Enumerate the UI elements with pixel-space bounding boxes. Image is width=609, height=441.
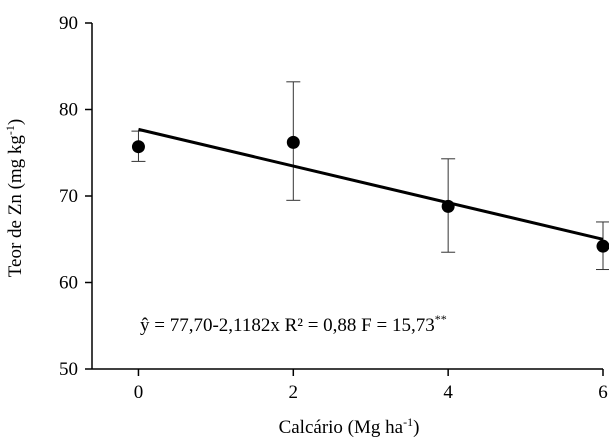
x-tick-label: 0 — [134, 382, 144, 403]
regression-equation: ŷ = 77,70-2,1182x R² = 0,88 F = 15,73** — [140, 312, 447, 336]
x-tick-label: 4 — [443, 382, 453, 403]
tick-labels: 50 60 70 80 90 0 2 4 6 — [59, 13, 608, 403]
regression-line-group — [138, 127, 604, 241]
axes — [85, 22, 604, 376]
x-tick-label: 6 — [598, 382, 608, 403]
regression-line — [138, 127, 604, 241]
data-point — [596, 239, 609, 253]
error-bars — [131, 81, 609, 271]
y-tick-label: 70 — [59, 186, 78, 207]
data-point — [441, 199, 455, 213]
y-tick-label: 50 — [59, 359, 78, 380]
y-axis-title: Teor de Zn (mg kg-1) — [3, 119, 26, 278]
y-tick-label: 60 — [59, 273, 78, 294]
x-axis-title: Calcário (Mg ha-1) — [279, 415, 420, 438]
data-point — [131, 140, 145, 154]
data-points — [131, 135, 609, 253]
data-point — [286, 135, 300, 149]
x-tick-label: 2 — [289, 382, 299, 403]
y-tick-label: 90 — [59, 13, 78, 34]
y-tick-label: 80 — [59, 100, 78, 121]
